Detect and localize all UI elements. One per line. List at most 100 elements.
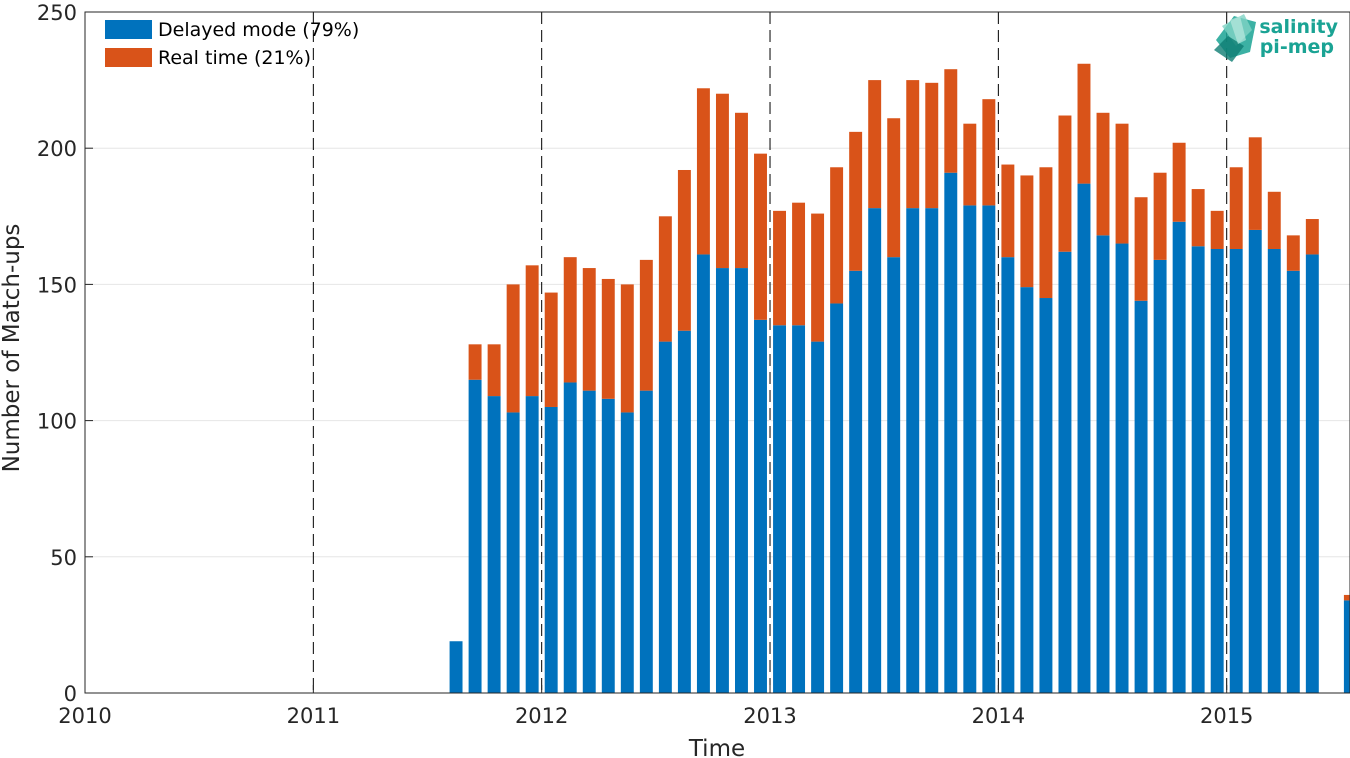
bar-realtime: [982, 99, 996, 206]
bar-realtime: [868, 80, 882, 209]
bars: [449, 63, 1350, 694]
bar-delayed: [792, 325, 806, 693]
bar-delayed: [1096, 235, 1110, 694]
bar-delayed: [658, 341, 672, 693]
bar-delayed: [1343, 600, 1350, 693]
bar-realtime: [525, 265, 539, 397]
bar-delayed: [1172, 221, 1186, 694]
bar-delayed: [1286, 270, 1300, 693]
bar-realtime: [1077, 63, 1091, 184]
bar-delayed: [677, 330, 691, 693]
bar-realtime: [1020, 175, 1034, 288]
bar-delayed: [449, 641, 463, 693]
y-axis-title: Number of Match-ups: [0, 224, 25, 473]
bar-realtime: [544, 292, 558, 407]
legend-label-realtime: Real time (21%): [158, 47, 311, 69]
bar-realtime: [1267, 191, 1281, 249]
x-tick-label: 2014: [972, 704, 1025, 728]
bar-delayed: [982, 205, 996, 694]
x-tick-label: 2011: [287, 704, 340, 728]
bar-realtime: [1001, 164, 1015, 258]
bar-delayed: [830, 303, 844, 693]
bar-delayed: [963, 205, 977, 694]
bar-delayed: [506, 412, 520, 693]
bar-delayed: [563, 382, 577, 693]
bar-delayed: [849, 270, 863, 693]
bar-realtime: [1058, 115, 1072, 252]
bar-delayed: [582, 390, 596, 693]
bar-delayed: [887, 257, 901, 693]
bar-delayed: [754, 319, 767, 693]
bar-delayed: [1191, 246, 1205, 694]
y-tick-label: 200: [37, 137, 77, 161]
bar-delayed: [1077, 183, 1091, 693]
bar-delayed: [1153, 259, 1167, 693]
bar-delayed: [1267, 248, 1281, 693]
bar-delayed: [544, 406, 558, 693]
bar-realtime: [639, 259, 653, 391]
y-tick-label: 150: [37, 273, 77, 297]
bar-realtime: [677, 169, 691, 331]
bar-realtime: [1343, 594, 1350, 601]
bar-realtime: [754, 153, 767, 320]
bar-realtime: [601, 278, 615, 399]
y-tick-label: 50: [50, 546, 77, 570]
bar-delayed: [906, 208, 920, 694]
bar-realtime: [811, 213, 825, 342]
bar-realtime: [849, 131, 863, 271]
bar-realtime: [506, 284, 520, 413]
bar-delayed: [487, 396, 501, 693]
bar-realtime: [1248, 137, 1262, 230]
bar-delayed: [1210, 248, 1224, 693]
bar-realtime: [715, 93, 729, 269]
bar-delayed: [1039, 298, 1053, 693]
y-tick-label: 250: [37, 1, 77, 25]
bar-delayed: [1001, 257, 1015, 693]
bar-delayed: [811, 341, 825, 693]
bar-realtime: [925, 82, 939, 209]
bar-realtime: [487, 344, 501, 397]
bar-realtime: [735, 112, 748, 269]
bar-delayed: [1115, 243, 1129, 694]
x-axis-title: Time: [688, 736, 745, 758]
bar-delayed: [620, 412, 634, 693]
plot-frame: [84, 11, 1350, 694]
bar-delayed: [525, 396, 539, 693]
bar-realtime: [1039, 167, 1053, 299]
bar-realtime: [963, 123, 977, 206]
bar-realtime: [563, 257, 577, 383]
logo-text-line2: pi-mep: [1260, 36, 1334, 58]
bar-delayed: [1020, 287, 1034, 693]
bar-realtime: [1305, 219, 1319, 255]
legend-swatch-realtime: [105, 48, 152, 67]
x-axis: 2010 2011 2012 2013 2014 2015: [58, 685, 1253, 728]
y-axis: 0 50 100 150 200 250: [37, 1, 93, 706]
x-tick-label: 2013: [743, 704, 796, 728]
bar-realtime: [468, 344, 482, 380]
logo: salinity pi-mep: [1214, 14, 1339, 62]
bar-realtime: [906, 80, 920, 209]
bar-realtime: [1191, 189, 1205, 247]
bar-realtime: [887, 118, 901, 258]
bar-realtime: [944, 69, 958, 173]
bar-delayed: [1229, 248, 1243, 693]
bar-realtime: [1172, 142, 1186, 222]
bar-delayed: [468, 379, 482, 693]
bar-delayed: [715, 268, 729, 693]
y-tick-label: 100: [37, 410, 77, 434]
bar-realtime: [1134, 197, 1148, 301]
bar-realtime: [582, 268, 596, 391]
legend-label-delayed: Delayed mode (79%): [158, 19, 359, 41]
bar-realtime: [1229, 167, 1243, 249]
legend: Delayed mode (79%) Real time (21%): [105, 19, 359, 69]
bar-realtime: [830, 167, 844, 304]
bar-realtime: [1286, 235, 1300, 271]
bar-realtime: [1210, 210, 1224, 249]
bar-delayed: [696, 254, 710, 693]
bar-delayed: [639, 390, 653, 693]
bar-realtime: [696, 88, 710, 255]
bar-delayed: [773, 325, 787, 693]
bar-delayed: [1134, 300, 1148, 693]
y-tick-label: 0: [64, 682, 77, 706]
